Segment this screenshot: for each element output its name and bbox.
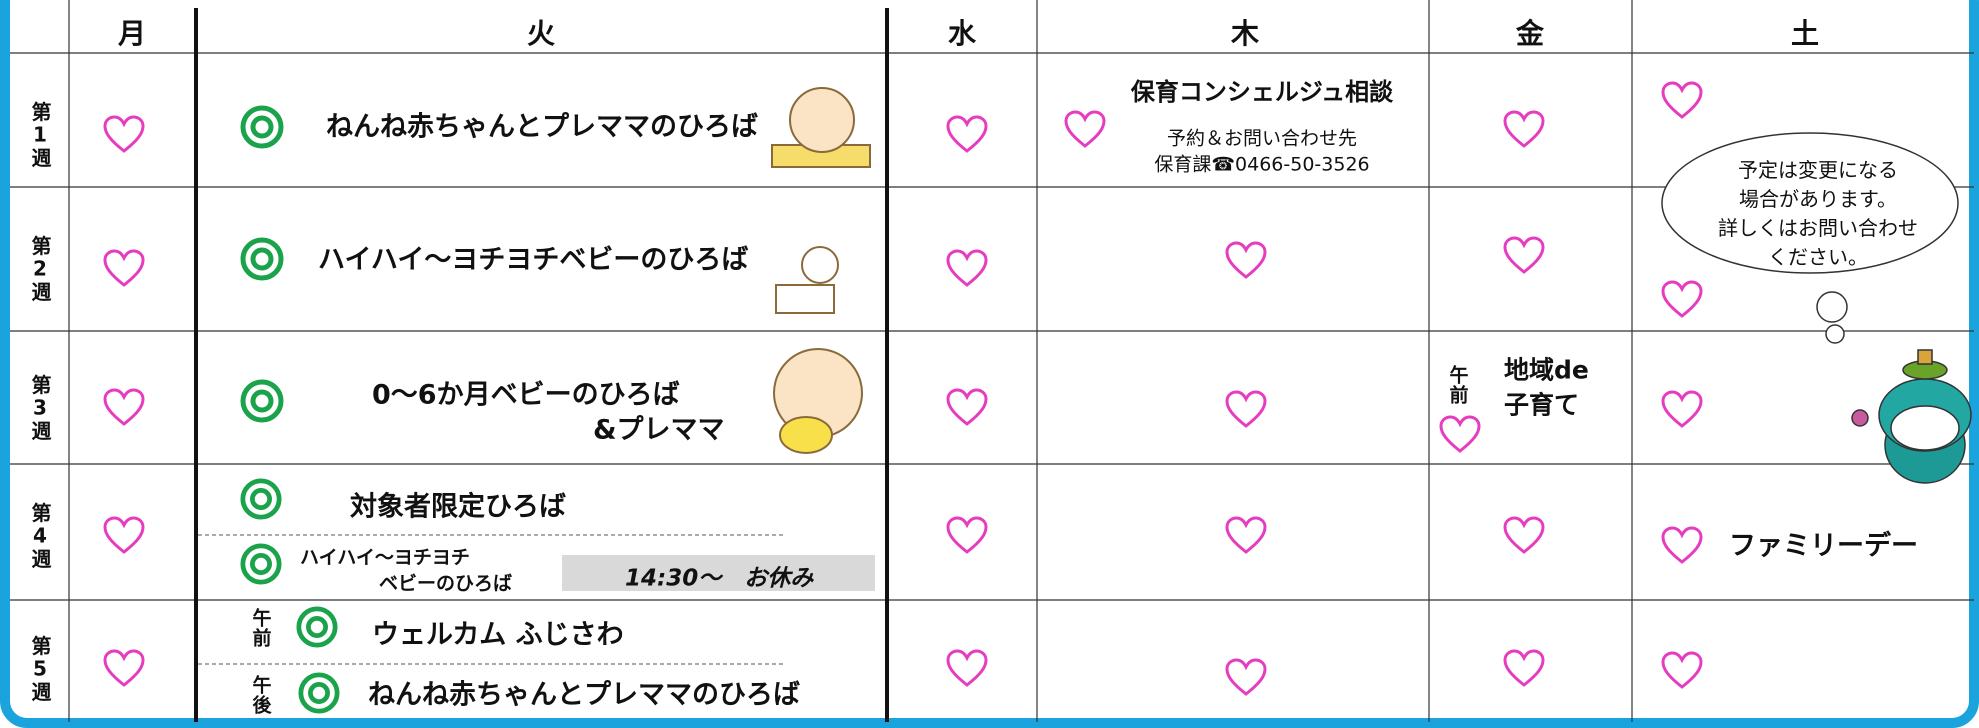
day-header: 木 bbox=[1230, 17, 1260, 50]
event: &プレママ bbox=[593, 414, 725, 446]
week-label: 第2週 bbox=[28, 235, 52, 303]
event: 0～6か月ベビーのひろば bbox=[372, 379, 680, 411]
week-label: 第5週 bbox=[28, 635, 52, 703]
notice: 詳しくはお問い合わせ bbox=[1718, 216, 1918, 240]
day-header: 土 bbox=[1790, 17, 1820, 50]
event: ハイハイ～ヨチヨチ bbox=[300, 546, 470, 569]
time-label: 午前 bbox=[1446, 365, 1469, 405]
event: ハイハイ～ヨチヨチベビーのひろば bbox=[318, 244, 749, 276]
event: 保育コンシェルジュ相談 bbox=[1130, 78, 1394, 106]
day-header: 火 bbox=[526, 17, 556, 50]
day-header: 月 bbox=[117, 17, 147, 50]
event: 対象者限定ひろば bbox=[350, 491, 566, 523]
event: ウェルカム ふじさわ bbox=[372, 619, 624, 651]
event-detail: 保育課☎0466-50-3526 bbox=[1154, 153, 1370, 176]
time-label: 午前 bbox=[249, 608, 272, 648]
day-header: 金 bbox=[1515, 17, 1545, 50]
event: ベビーのひろば bbox=[379, 572, 513, 595]
note: 14:30～ お休み bbox=[625, 565, 814, 592]
time-label: 午後 bbox=[249, 675, 272, 715]
week-label: 第3週 bbox=[28, 374, 52, 442]
event: 地域de bbox=[1504, 355, 1589, 385]
event: ファミリーデー bbox=[1729, 530, 1918, 562]
event: 子育て bbox=[1504, 390, 1580, 420]
week-label: 第1週 bbox=[28, 101, 52, 169]
notice: 予定は変更になる bbox=[1738, 158, 1898, 182]
event: ねんね赤ちゃんとプレママのひろば bbox=[326, 111, 758, 143]
notice: ください。 bbox=[1768, 245, 1868, 269]
notice: 場合があります。 bbox=[1739, 187, 1897, 211]
day-header: 水 bbox=[947, 17, 977, 50]
week-label: 第4週 bbox=[28, 502, 52, 570]
event-detail: 予約＆お問い合わせ先 bbox=[1166, 127, 1358, 150]
event: ねんね赤ちゃんとプレママのひろば bbox=[368, 679, 800, 711]
